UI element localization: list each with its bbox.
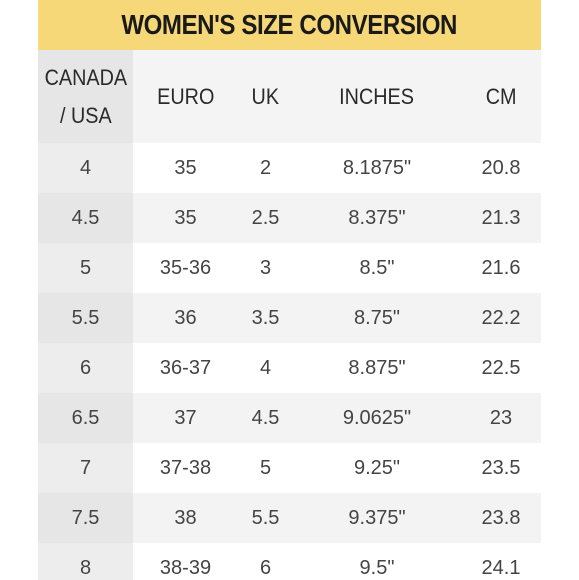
cell-inches: 9.25" bbox=[353, 456, 401, 479]
table-row: 7.5 38 5.5 9.375" 23.8 bbox=[38, 493, 541, 543]
cell-cm: 22.2 bbox=[481, 306, 521, 329]
table-row: 6.5 37 4.5 9.0625" 23 bbox=[38, 393, 541, 443]
cell-uk: 4 bbox=[259, 356, 272, 379]
cell-cm: 22.5 bbox=[481, 356, 521, 379]
cell-cm: 23 bbox=[489, 406, 513, 429]
cell-inches: 8.375" bbox=[348, 206, 406, 229]
table-row: 6 36-37 4 8.875" 22.5 bbox=[38, 343, 541, 393]
cell-euro: 38 bbox=[174, 506, 197, 529]
header-uk-label: UK bbox=[251, 83, 280, 109]
chart-title: WOMEN'S SIZE CONVERSION bbox=[121, 9, 458, 40]
cell-canada-usa: 6.5 bbox=[38, 393, 133, 443]
cell-uk: 3 bbox=[259, 256, 272, 279]
cell-euro: 35 bbox=[174, 156, 197, 179]
cell-uk: 2 bbox=[259, 156, 272, 179]
header-canada-usa: CANADA / USA bbox=[38, 50, 133, 143]
cell-uk: 2.5 bbox=[251, 206, 280, 229]
table-row: 4.5 35 2.5 8.375" 21.3 bbox=[38, 193, 541, 243]
cell-cm: 23.5 bbox=[481, 456, 521, 479]
cell-canada-usa: 7 bbox=[38, 443, 133, 493]
title-bar: WOMEN'S SIZE CONVERSION bbox=[38, 0, 541, 50]
cell-euro: 38-39 bbox=[159, 556, 212, 579]
cell-uk: 4.5 bbox=[251, 406, 280, 429]
cell-uk: 3.5 bbox=[251, 306, 280, 329]
header-inches-label: INCHES bbox=[339, 83, 415, 109]
cell-euro: 35-36 bbox=[159, 256, 212, 279]
header-euro-label: EURO bbox=[156, 83, 215, 109]
cell-canada-usa: 5.5 bbox=[38, 293, 133, 343]
cell-canada-usa: 5 bbox=[38, 243, 133, 293]
cell-inches: 9.0625" bbox=[342, 406, 412, 429]
table-row: 8 38-39 6 9.5" 24.1 bbox=[38, 543, 541, 580]
cell-euro: 36-37 bbox=[159, 356, 212, 379]
cell-inches: 8.1875" bbox=[342, 156, 412, 179]
header-cm-label: CM bbox=[485, 83, 517, 109]
cell-uk: 5 bbox=[259, 456, 272, 479]
cell-canada-usa: 4.5 bbox=[38, 193, 133, 243]
cell-euro: 35 bbox=[174, 206, 197, 229]
table-header-row: CANADA / USA EURO UK INCHES CM bbox=[38, 50, 541, 143]
header-cm: CM bbox=[461, 50, 541, 143]
cell-inches: 8.875" bbox=[348, 356, 406, 379]
header-canada-usa-label: CANADA / USA bbox=[44, 64, 127, 128]
table-row: 5.5 36 3.5 8.75" 22.2 bbox=[38, 293, 541, 343]
cell-cm: 24.1 bbox=[481, 556, 521, 579]
cell-euro: 37-38 bbox=[159, 456, 212, 479]
cell-canada-usa: 7.5 bbox=[38, 493, 133, 543]
cell-cm: 20.8 bbox=[481, 156, 521, 179]
cell-cm: 21.6 bbox=[481, 256, 521, 279]
cell-canada-usa: 8 bbox=[38, 543, 133, 580]
cell-euro: 37 bbox=[174, 406, 197, 429]
cell-inches: 8.5" bbox=[359, 256, 395, 279]
header-euro: EURO bbox=[133, 50, 238, 143]
cell-cm: 23.8 bbox=[481, 506, 521, 529]
table-row: 4 35 2 8.1875" 20.8 bbox=[38, 143, 541, 193]
size-conversion-table: CANADA / USA EURO UK INCHES CM 4 35 2 8.… bbox=[38, 50, 541, 580]
cell-euro: 36 bbox=[174, 306, 197, 329]
table-row: 5 35-36 3 8.5" 21.6 bbox=[38, 243, 541, 293]
cell-uk: 5.5 bbox=[251, 506, 280, 529]
cell-inches: 9.375" bbox=[348, 506, 406, 529]
cell-uk: 6 bbox=[259, 556, 272, 579]
cell-cm: 21.3 bbox=[481, 206, 521, 229]
cell-inches: 8.75" bbox=[353, 306, 401, 329]
cell-canada-usa: 4 bbox=[38, 143, 133, 193]
header-uk: UK bbox=[238, 50, 293, 143]
cell-inches: 9.5" bbox=[359, 556, 395, 579]
header-inches: INCHES bbox=[293, 50, 461, 143]
table-row: 7 37-38 5 9.25" 23.5 bbox=[38, 443, 541, 493]
cell-canada-usa: 6 bbox=[38, 343, 133, 393]
